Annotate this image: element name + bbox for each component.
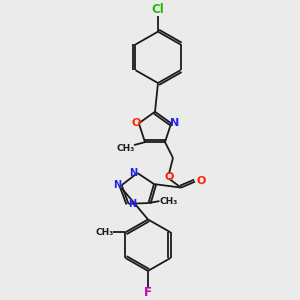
Text: CH₃: CH₃: [159, 196, 178, 206]
Text: N: N: [128, 199, 136, 209]
Text: Cl: Cl: [152, 3, 164, 16]
Text: CH₃: CH₃: [117, 143, 135, 152]
Text: O: O: [164, 172, 174, 182]
Text: F: F: [144, 286, 152, 299]
Text: N: N: [169, 118, 179, 128]
Text: O: O: [196, 176, 206, 186]
Text: N: N: [114, 180, 122, 190]
Text: O: O: [131, 118, 140, 128]
Text: N: N: [129, 168, 137, 178]
Text: CH₃: CH₃: [95, 228, 114, 237]
